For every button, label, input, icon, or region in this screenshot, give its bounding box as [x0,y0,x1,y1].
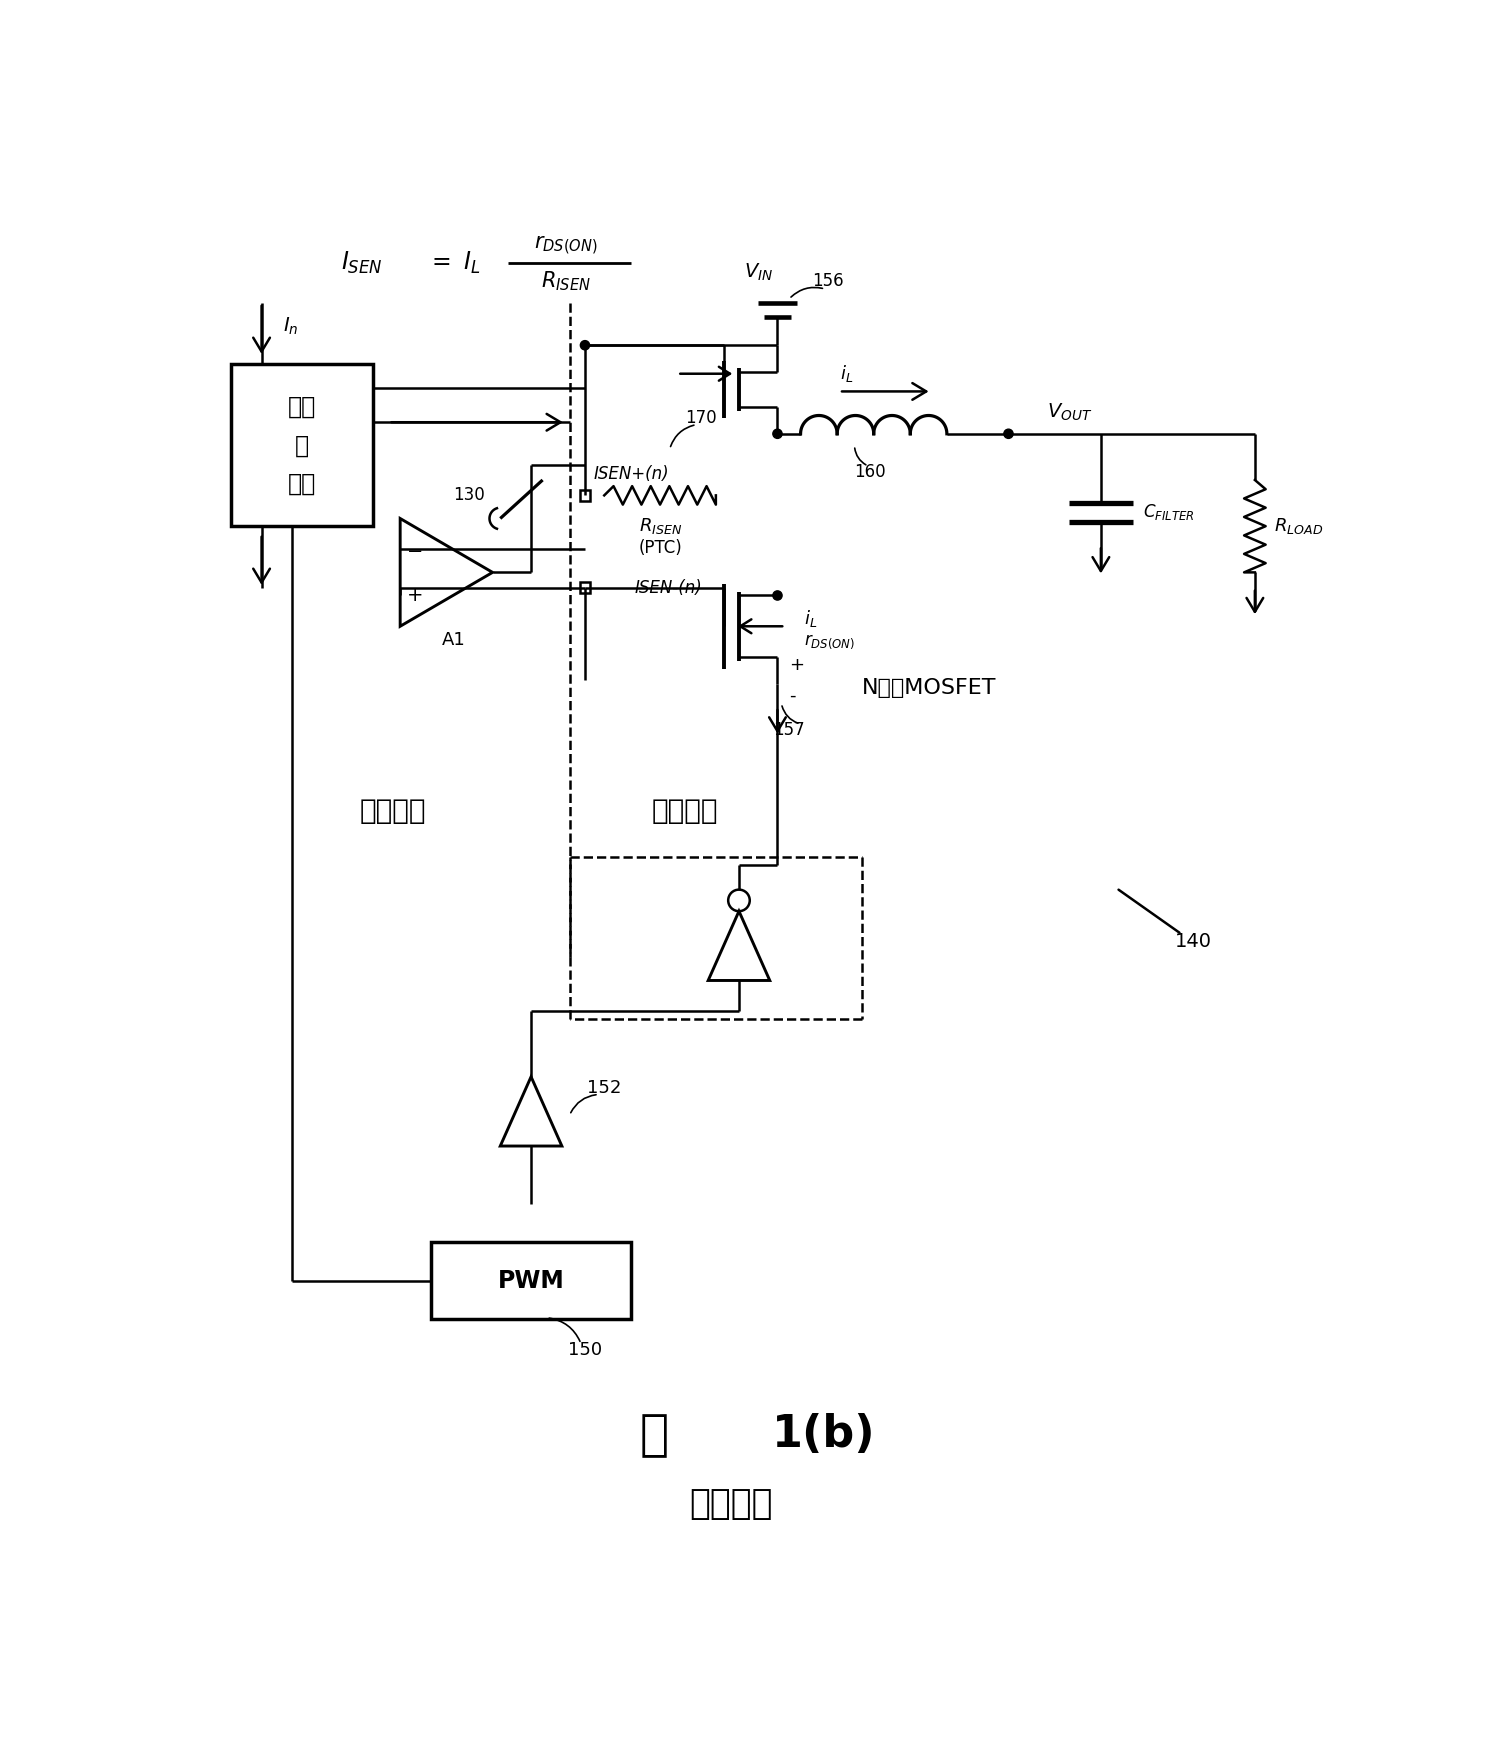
Text: ISEN-(n): ISEN-(n) [635,579,703,596]
Text: $C_{FILTER}$: $C_{FILTER}$ [1143,502,1194,523]
Text: $R_{ISEN}$: $R_{ISEN}$ [639,516,682,537]
Text: 150: 150 [569,1342,602,1359]
Text: 图: 图 [639,1410,670,1459]
Text: ISEN+(n): ISEN+(n) [593,465,670,482]
Text: $r_{DS(ON)}$: $r_{DS(ON)}$ [534,235,597,258]
Text: A1: A1 [442,631,466,649]
Text: 152: 152 [587,1079,621,1098]
Text: 保持: 保持 [288,472,315,496]
Text: 130: 130 [454,486,486,505]
Text: $i_L$: $i_L$ [840,363,854,384]
Circle shape [772,591,783,600]
Text: -: - [789,686,796,705]
Text: PWM: PWM [498,1268,564,1293]
Text: (PTC): (PTC) [638,538,682,556]
Bar [231,365,372,526]
Text: 电路内部: 电路内部 [359,796,425,824]
Text: $V_{IN}$: $V_{IN}$ [743,261,772,282]
Circle shape [772,430,783,438]
Text: 160: 160 [854,463,885,481]
Text: 和: 和 [294,433,309,458]
Text: 157: 157 [774,721,805,738]
Text: 采样: 采样 [288,395,315,419]
Text: $i_L$: $i_L$ [804,609,817,630]
Text: $=\ I_L$: $=\ I_L$ [427,249,481,275]
Text: 现有技术: 现有技术 [689,1487,774,1521]
Text: $R_{ISEN}$: $R_{ISEN}$ [541,270,591,293]
Text: 156: 156 [811,272,843,291]
Circle shape [1004,430,1013,438]
Text: +: + [789,656,804,674]
Bar [431,1242,632,1319]
Text: $I_{SEN}$: $I_{SEN}$ [341,249,383,275]
Bar [579,582,590,593]
Text: 1(b): 1(b) [772,1414,876,1456]
Text: 140: 140 [1175,933,1212,951]
Bar [579,489,590,502]
Text: $+$: $+$ [406,586,422,605]
Text: N沟道MOSFET: N沟道MOSFET [863,677,997,698]
Circle shape [581,340,590,349]
Text: $V_{OUT}$: $V_{OUT}$ [1048,402,1093,423]
Text: 170: 170 [685,409,716,428]
Text: $r_{DS(ON)}$: $r_{DS(ON)}$ [804,633,855,651]
Text: $I_n$: $I_n$ [284,316,299,337]
Text: $R_{LOAD}$: $R_{LOAD}$ [1274,516,1324,537]
Text: $-$: $-$ [406,540,422,560]
Text: 电路外部: 电路外部 [651,796,718,824]
